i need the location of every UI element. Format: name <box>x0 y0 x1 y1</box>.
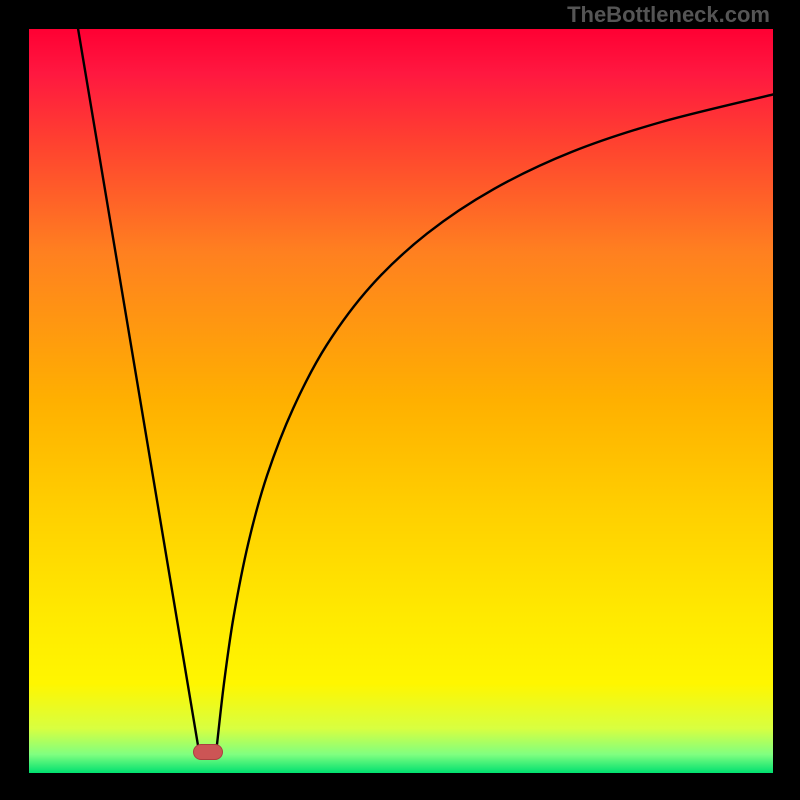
bottleneck-curve <box>29 29 773 773</box>
vertex-marker <box>193 744 223 760</box>
watermark-text: TheBottleneck.com <box>567 2 770 28</box>
plot-area <box>29 29 773 773</box>
frame-border-right <box>773 0 800 800</box>
frame-border-bottom <box>0 773 800 800</box>
frame-border-left <box>0 0 29 800</box>
